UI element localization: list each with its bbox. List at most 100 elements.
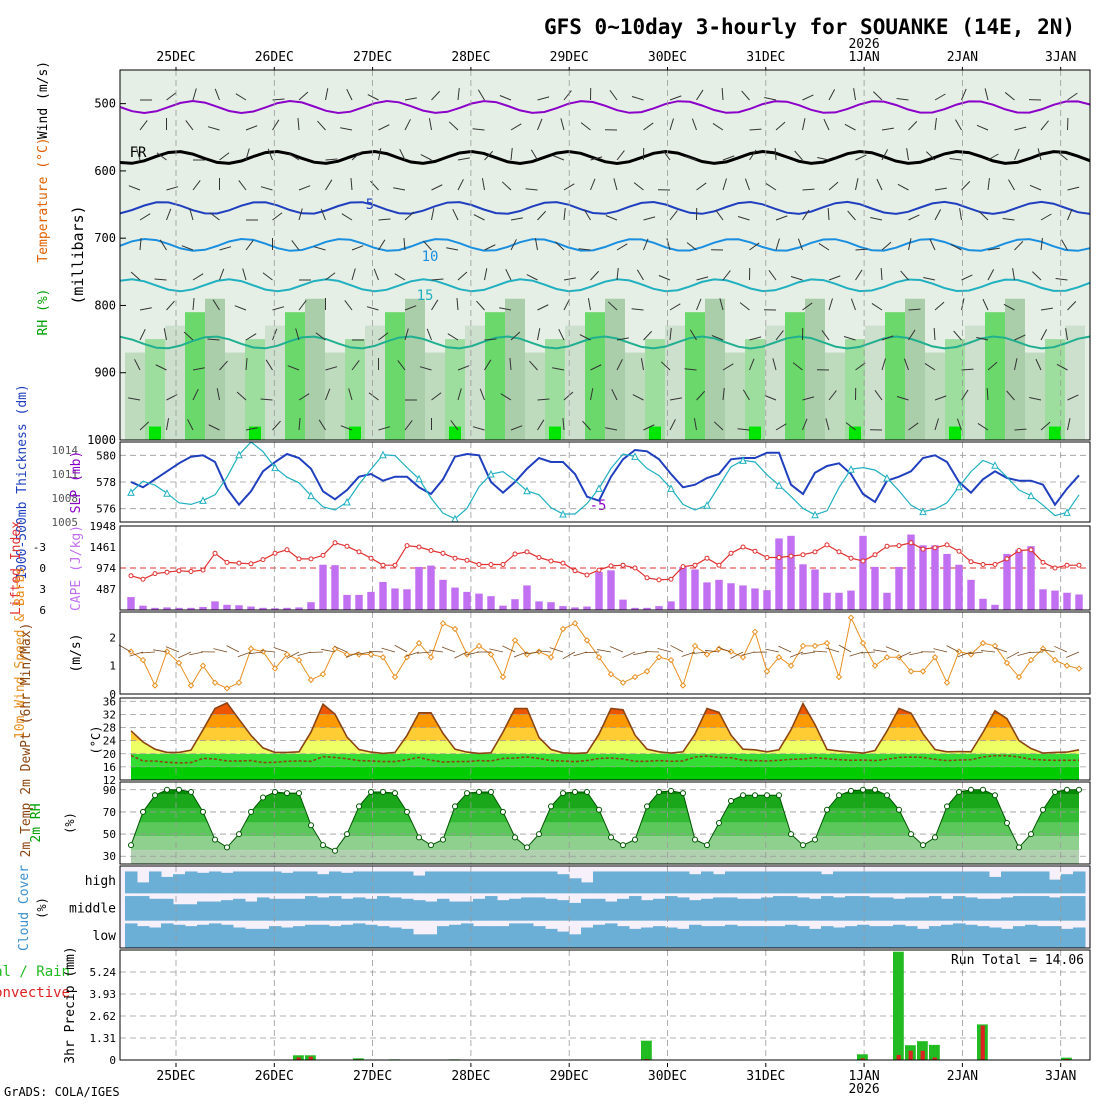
cloud-bar	[569, 903, 582, 921]
wind-side-label: Wind (m/s)	[36, 61, 51, 139]
rh-marker	[345, 832, 350, 837]
precip-tick-label: 5.24	[90, 966, 117, 979]
rh-moisture-column	[145, 339, 165, 440]
rh-marker	[777, 793, 782, 798]
cape-bar	[331, 565, 338, 610]
cloud-bar	[833, 897, 846, 920]
rh-marker	[165, 787, 170, 792]
wind-barb-10m	[850, 652, 863, 656]
cape-bar	[715, 580, 722, 610]
cloud-bar	[485, 926, 498, 948]
rh-marker	[177, 787, 182, 792]
cloud-bar	[737, 899, 750, 921]
cloud-bar	[605, 923, 618, 948]
cloud-bar	[1061, 929, 1074, 948]
slp-marker	[596, 485, 602, 491]
cloud-bar	[965, 897, 978, 920]
li-marker	[1065, 563, 1069, 567]
cloud-bar	[449, 925, 462, 948]
cloud-bar	[353, 871, 366, 893]
cloud-bar	[593, 899, 606, 921]
rh-band	[120, 809, 1090, 823]
li-marker	[585, 573, 589, 577]
li-marker	[477, 563, 481, 567]
li-marker	[765, 556, 769, 560]
rh-moisture-column	[545, 339, 565, 440]
cape-bar	[811, 569, 818, 610]
precip-axis-label: 3hr Precip (mm)	[63, 946, 78, 1063]
cloud-bar	[173, 904, 186, 920]
wind-speed-marker	[309, 677, 314, 682]
cloud-bar	[473, 871, 486, 893]
wind-speed-marker	[801, 643, 806, 648]
cape-bar	[1063, 593, 1070, 610]
cloud-bar	[701, 899, 714, 921]
li-marker	[1041, 560, 1045, 564]
cloud-bar	[329, 871, 342, 893]
cloud-bar	[617, 926, 630, 948]
li-marker	[285, 548, 289, 552]
cape-bar	[907, 535, 914, 610]
cloud-bar	[797, 926, 810, 948]
li-marker	[609, 564, 613, 568]
cloud-bar	[569, 934, 582, 948]
cloud-bar	[245, 871, 258, 893]
cloud-bar	[557, 900, 570, 921]
cloud-bar	[893, 925, 906, 948]
rh-marker	[801, 843, 806, 848]
li-marker	[825, 543, 829, 547]
precip-frame	[120, 950, 1090, 1060]
rh-band	[120, 836, 1090, 850]
rh-marker	[513, 835, 518, 840]
li-marker	[489, 563, 493, 567]
rh-marker	[837, 793, 842, 798]
cloud-bar	[881, 871, 894, 893]
cloud-bar	[461, 871, 474, 893]
cloud-bar	[401, 871, 414, 893]
wind-barb-10m	[682, 652, 695, 657]
cloud-bar	[929, 896, 942, 921]
cloud-bar	[641, 928, 654, 949]
cloud-bar	[857, 925, 870, 948]
cloud-bar	[125, 923, 138, 948]
li-marker	[417, 545, 421, 549]
rh-marker	[1053, 789, 1058, 794]
rh-marker	[597, 807, 602, 812]
cloud-bar	[701, 871, 714, 893]
li-marker	[669, 577, 673, 581]
slp-marker	[992, 462, 998, 468]
rh-moisture-column	[865, 326, 885, 440]
cape-bar	[211, 601, 218, 610]
cloud-bar	[989, 928, 1002, 949]
wind-barb-10m	[189, 652, 203, 655]
cloud-bar	[1061, 874, 1074, 893]
cloud-bar	[173, 925, 186, 948]
cloud-bar	[701, 926, 714, 948]
cloud-bar	[569, 878, 582, 893]
rh-moisture-column	[305, 299, 325, 440]
temp-tick-label: 16	[103, 761, 116, 774]
wind-tick-label: 2	[109, 631, 116, 644]
wind-barb-10m	[610, 647, 623, 652]
rh-marker	[477, 789, 482, 794]
li-tick-label: 0	[39, 562, 46, 575]
cloud-bar	[329, 896, 342, 921]
cloud-bar	[1025, 871, 1038, 893]
wind-barb-10m	[585, 652, 599, 653]
slp-marker	[200, 497, 206, 503]
cloud-bar	[1025, 896, 1038, 921]
cloud-bar	[245, 929, 258, 948]
cloud-bar	[485, 896, 498, 921]
cloud-bar	[437, 899, 450, 921]
rh-marker	[393, 791, 398, 796]
rh-marker	[213, 837, 218, 842]
cape-bar	[367, 592, 374, 610]
cloud-bar	[953, 871, 966, 893]
rh-marker	[141, 809, 146, 814]
cloud-bar	[173, 874, 186, 893]
rh-marker	[585, 789, 590, 794]
cape-bar	[463, 592, 470, 610]
cloud-bar	[629, 896, 642, 921]
